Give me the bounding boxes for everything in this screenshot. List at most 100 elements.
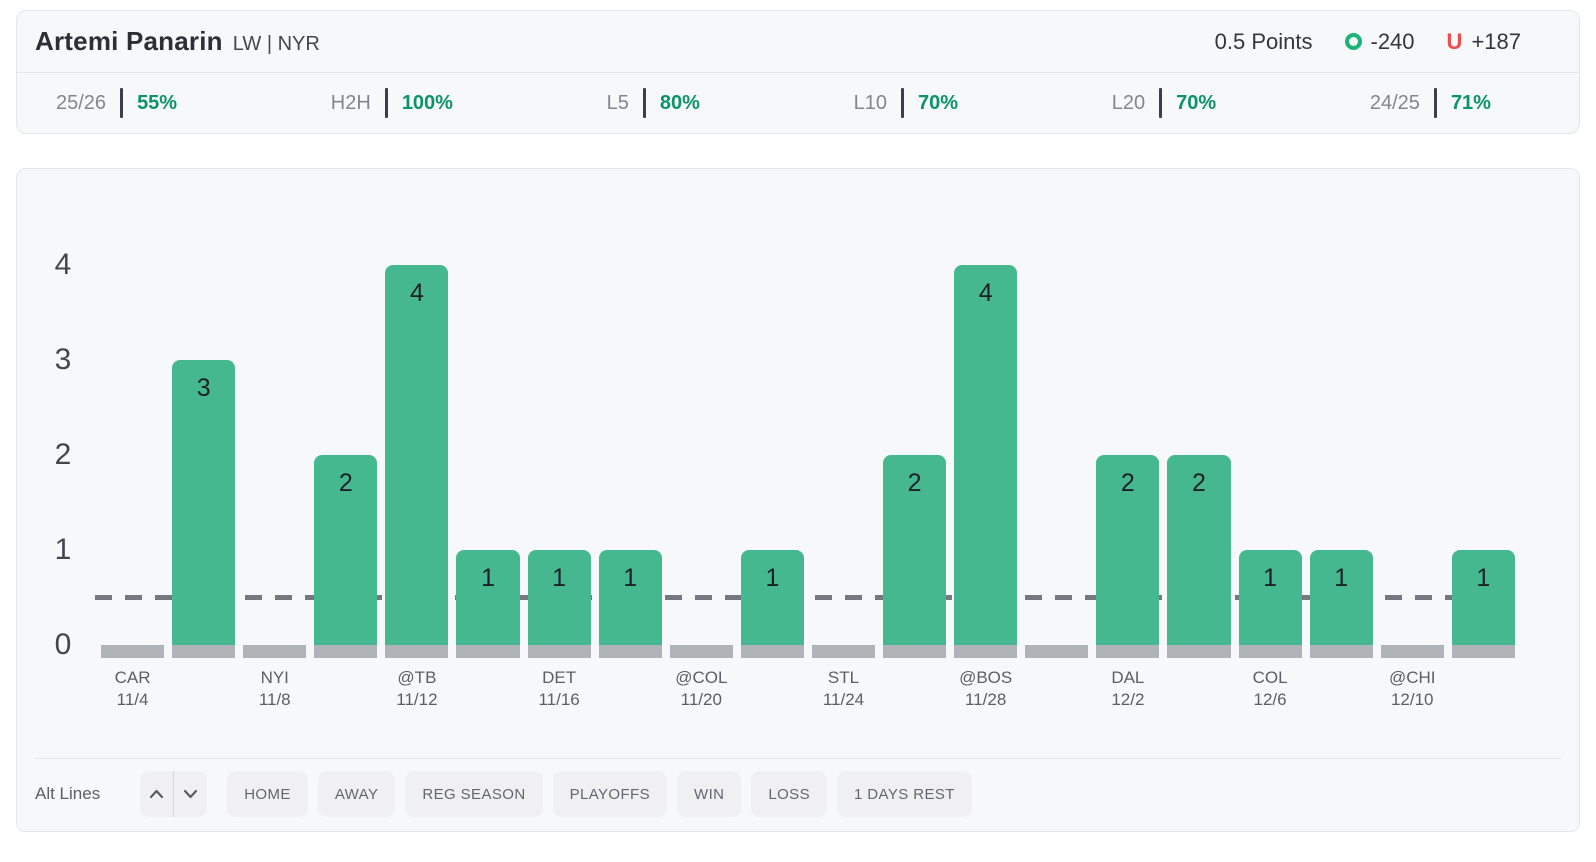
game-bar: 2 bbox=[883, 455, 947, 645]
game-x-label: @COL 11/20 bbox=[670, 667, 733, 711]
filter-button-loss[interactable]: LOSS bbox=[751, 771, 827, 817]
filter-button-win[interactable]: WIN bbox=[677, 771, 742, 817]
bar-value-label: 4 bbox=[978, 279, 993, 307]
alt-line-up-button[interactable] bbox=[140, 771, 173, 817]
game-bar: 2 bbox=[1096, 455, 1160, 645]
game-bar-slot[interactable]: 1 COL 12/6 bbox=[1238, 265, 1302, 711]
stat-l5: L5 80% bbox=[607, 88, 700, 118]
game-bar-slot[interactable]: 1 bbox=[740, 265, 804, 711]
game-bar-slot[interactable]: 4 @BOS 11/28 bbox=[954, 265, 1018, 711]
game-bar: 1 bbox=[1451, 550, 1515, 645]
date-label: 11/4 bbox=[116, 690, 149, 709]
game-x-label bbox=[1310, 667, 1373, 711]
filter-button-home[interactable]: HOME bbox=[227, 771, 308, 817]
player-identity: Artemi Panarin LW | NYR bbox=[35, 26, 320, 57]
date-label: 11/28 bbox=[965, 690, 1007, 709]
date-label: 12/2 bbox=[1111, 690, 1145, 709]
game-bar-slot[interactable]: @CHI 12/10 bbox=[1380, 265, 1444, 711]
date-label: 11/12 bbox=[396, 690, 438, 709]
under-odds-value: +187 bbox=[1471, 28, 1521, 54]
under-icon: U bbox=[1446, 28, 1463, 54]
game-bar: 2 bbox=[314, 455, 378, 645]
filter-button-reg-season[interactable]: REG SEASON bbox=[405, 771, 543, 817]
bar-value-label: 2 bbox=[1120, 469, 1135, 497]
stat-h2h: H2H 100% bbox=[331, 88, 453, 118]
game-bar-slot[interactable]: 2 bbox=[314, 265, 378, 711]
game-x-label: @CHI 12/10 bbox=[1381, 667, 1444, 711]
baseline-stub bbox=[598, 645, 662, 658]
bar-value-label: 2 bbox=[338, 469, 353, 497]
baseline-stub bbox=[243, 645, 307, 658]
game-bar-slot[interactable]: 1 bbox=[1309, 265, 1373, 711]
opponent-label: STL bbox=[827, 668, 860, 687]
baseline-stub bbox=[101, 645, 165, 658]
game-bar-slot[interactable]: 1 bbox=[456, 265, 520, 711]
player-name: Artemi Panarin bbox=[35, 26, 223, 56]
baseline-stub bbox=[456, 645, 520, 658]
game-bar-slot[interactable]: 2 bbox=[883, 265, 947, 711]
player-title-row: Artemi Panarin LW | NYR 0.5 Points -240 … bbox=[17, 11, 1579, 73]
baseline-stub bbox=[1025, 645, 1089, 658]
controls-divider bbox=[35, 758, 1561, 759]
bar-value-label: 1 bbox=[765, 564, 780, 592]
stat-label: 24/25 bbox=[1369, 91, 1420, 114]
opponent-label: CAR bbox=[114, 668, 151, 687]
over-odds-button[interactable]: -240 bbox=[1344, 28, 1415, 55]
game-bar-slot[interactable]: 3 bbox=[172, 265, 236, 711]
bar-value-label: 4 bbox=[409, 279, 424, 307]
game-bar: 1 bbox=[456, 550, 520, 645]
stat-divider bbox=[120, 88, 124, 118]
game-bar-slot[interactable]: CAR 11/4 bbox=[101, 265, 165, 711]
game-bar-slot[interactable]: 1 bbox=[1451, 265, 1515, 711]
bar-value-label: 1 bbox=[623, 564, 638, 592]
opponent-label: @CHI bbox=[1388, 668, 1436, 687]
game-x-label bbox=[172, 667, 235, 711]
game-x-label bbox=[314, 667, 377, 711]
player-position-team: LW | NYR bbox=[232, 33, 320, 55]
baseline-stub bbox=[1309, 645, 1373, 658]
date-label: 11/16 bbox=[538, 690, 580, 709]
game-bar-slot[interactable]: @COL 11/20 bbox=[669, 265, 733, 711]
stat-value: 70% bbox=[1176, 91, 1217, 114]
game-bar-slot[interactable] bbox=[1025, 265, 1089, 711]
game-x-label: COL 12/6 bbox=[1239, 667, 1302, 711]
game-bar-slot[interactable]: 4 @TB 11/12 bbox=[385, 265, 449, 711]
game-x-label bbox=[883, 667, 946, 711]
bar-value-label: 3 bbox=[196, 374, 211, 402]
filter-button-1-days-rest[interactable]: 1 DAYS REST bbox=[837, 771, 972, 817]
over-odds-value: -240 bbox=[1370, 28, 1415, 54]
game-x-label bbox=[599, 667, 662, 711]
game-bar: 1 bbox=[1309, 550, 1373, 645]
stat-value: 55% bbox=[137, 91, 178, 114]
stat-value: 70% bbox=[918, 91, 959, 114]
baseline-stub bbox=[669, 645, 733, 658]
game-x-label: CAR 11/4 bbox=[101, 667, 164, 711]
date-label: 11/8 bbox=[258, 690, 291, 709]
prop-line-label: 0.5 Points bbox=[1214, 28, 1313, 54]
game-bar-slot[interactable]: 1 bbox=[598, 265, 662, 711]
game-x-label: @TB 11/12 bbox=[385, 667, 448, 711]
prop-line-dashed bbox=[95, 595, 1515, 600]
filter-button-away[interactable]: AWAY bbox=[317, 771, 396, 817]
game-bar: 2 bbox=[1167, 455, 1231, 645]
game-bar-slot[interactable]: STL 11/24 bbox=[811, 265, 876, 711]
game-bar-slot[interactable]: NYI 11/8 bbox=[243, 265, 307, 711]
alt-line-down-button[interactable] bbox=[174, 771, 207, 817]
opponent-label: DAL bbox=[1111, 668, 1145, 687]
game-bar-slot[interactable]: 2 DAL 12/2 bbox=[1096, 265, 1160, 711]
filter-button-playoffs[interactable]: PLAYOFFS bbox=[552, 771, 668, 817]
game-bar: 1 bbox=[527, 550, 591, 645]
game-bar-slot[interactable]: 2 bbox=[1167, 265, 1231, 711]
game-x-label bbox=[1167, 667, 1230, 711]
baseline-stub bbox=[811, 645, 876, 658]
game-bar: 4 bbox=[954, 265, 1018, 645]
y-axis-tick: 4 bbox=[54, 248, 72, 281]
under-odds-button[interactable]: U +187 bbox=[1447, 29, 1521, 55]
stat-value: 100% bbox=[401, 91, 453, 114]
prop-odds: 0.5 Points -240 U +187 bbox=[1215, 29, 1521, 55]
baseline-stub bbox=[1096, 645, 1160, 658]
game-bar-slot[interactable]: 1 DET 11/16 bbox=[527, 265, 591, 711]
opponent-label: @TB bbox=[397, 668, 437, 687]
alt-lines-stepper bbox=[140, 771, 208, 817]
stat-l10: L10 70% bbox=[854, 88, 958, 118]
